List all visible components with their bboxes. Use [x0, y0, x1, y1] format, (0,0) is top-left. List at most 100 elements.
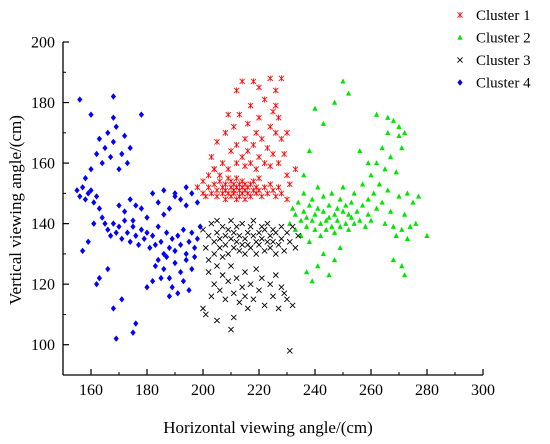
data-point: [239, 220, 246, 227]
data-point: [225, 111, 232, 118]
data-point: [376, 181, 382, 187]
data-point: [169, 284, 175, 291]
data-point: [416, 193, 422, 199]
data-point: [208, 220, 215, 227]
data-point: [278, 223, 285, 230]
data-point: [228, 263, 234, 269]
x-tick-label: 160: [79, 382, 103, 399]
data-point: [242, 269, 248, 275]
data-point: [194, 235, 200, 242]
data-point: [374, 111, 380, 117]
data-point: [116, 202, 122, 209]
data-point: [122, 217, 128, 224]
data-point: [247, 160, 254, 167]
data-point: [315, 184, 321, 190]
data-point: [424, 232, 430, 238]
data-point: [360, 181, 366, 187]
data-point: [150, 277, 156, 285]
data-point: [202, 193, 209, 200]
data-point: [138, 226, 144, 233]
data-point: [208, 293, 215, 300]
data-point: [236, 299, 243, 306]
data-point: [368, 172, 374, 178]
data-point: [354, 208, 360, 214]
data-point: [256, 114, 262, 121]
data-point: [264, 238, 271, 245]
data-point: [301, 208, 307, 214]
data-point: [256, 287, 262, 294]
data-point: [183, 202, 189, 209]
data-point: [91, 220, 97, 227]
data-point: [284, 196, 290, 203]
data-point: [312, 105, 318, 111]
data-point: [214, 263, 220, 269]
data-point: [304, 214, 310, 220]
data-point: [298, 217, 304, 223]
data-point: [348, 214, 354, 220]
data-point: [261, 96, 268, 103]
x-tick-label: 200: [191, 382, 215, 399]
data-point: [178, 196, 184, 203]
data-point: [133, 202, 139, 209]
data-point: [119, 150, 125, 158]
data-point: [402, 211, 408, 217]
data-point: [144, 214, 150, 221]
data-point: [247, 223, 254, 230]
data-point: [186, 238, 192, 245]
data-point: [250, 217, 257, 224]
data-point: [256, 154, 262, 161]
data-point: [138, 111, 144, 118]
data-point: [183, 256, 189, 264]
legend-marker: [457, 57, 463, 63]
data-point: [150, 232, 156, 239]
data-point: [368, 217, 374, 223]
data-point: [127, 144, 133, 152]
data-point: [318, 220, 324, 226]
data-point: [211, 250, 218, 257]
data-point: [407, 223, 413, 229]
data-point: [130, 217, 136, 224]
data-point: [340, 184, 346, 190]
data-point: [96, 205, 102, 212]
y-tick-label: 120: [31, 277, 55, 294]
data-point: [110, 305, 116, 312]
data-point: [264, 144, 271, 151]
data-point: [228, 217, 234, 224]
x-axis-title: Horizontal viewing angle/(cm): [163, 418, 373, 437]
data-point: [108, 153, 114, 161]
data-point: [94, 193, 100, 200]
data-point: [244, 229, 251, 236]
data-point: [253, 166, 260, 173]
data-point: [202, 311, 209, 318]
data-point: [133, 232, 139, 239]
data-point: [136, 241, 142, 249]
data-point: [110, 220, 116, 227]
data-point: [267, 123, 274, 130]
data-point: [256, 241, 262, 248]
data-point: [267, 75, 274, 82]
data-point: [214, 317, 220, 324]
data-point: [216, 178, 223, 185]
data-point: [270, 187, 276, 194]
data-point: [261, 160, 268, 167]
data-point: [127, 196, 133, 203]
data-point: [267, 281, 274, 288]
data-point: [124, 159, 130, 167]
data-point: [105, 265, 111, 273]
data-point: [119, 296, 125, 303]
data-point: [211, 281, 218, 288]
data-point: [306, 147, 312, 154]
data-point: [312, 226, 318, 232]
y-tick-label: 180: [31, 95, 55, 112]
data-point: [202, 244, 209, 251]
data-point: [315, 263, 321, 269]
data-point: [267, 181, 274, 188]
data-point: [169, 235, 175, 242]
data-point: [216, 172, 223, 179]
data-point: [272, 102, 279, 109]
data-point: [225, 166, 232, 173]
data-point: [267, 244, 274, 251]
data-point: [192, 244, 198, 252]
data-point: [289, 302, 296, 309]
data-point: [208, 154, 215, 161]
